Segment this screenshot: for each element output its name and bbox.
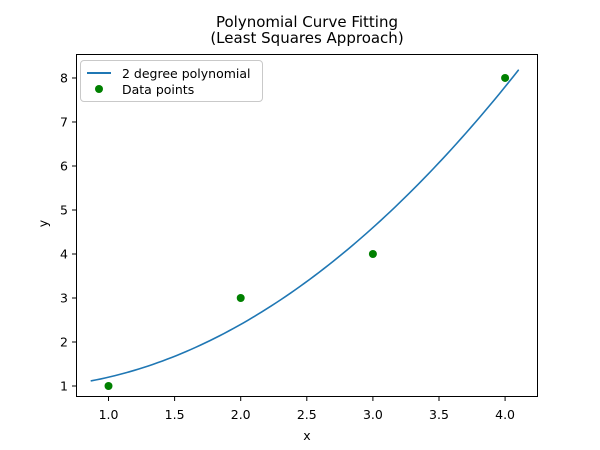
legend-label-fit-line: 2 degree polynomial [122,65,251,81]
chart-title-line1: Polynomial Curve Fitting [215,13,398,31]
y-tick-label: 5 [60,202,68,217]
y-axis-label: y [35,219,51,228]
legend-line-sample-icon [87,72,111,74]
x-tick-label: 2.0 [231,407,251,422]
data-point [368,249,377,258]
x-tick-label: 3.5 [429,407,449,422]
legend: 2 degree polynomial Data points [80,60,263,102]
legend-label-data-points: Data points [122,81,195,97]
fit-curve [90,69,520,382]
chart-title: Polynomial Curve Fitting (Least Squares … [14,14,600,46]
legend-entry-fit-line: 2 degree polynomial [87,65,256,81]
plot-frame [76,54,538,397]
x-tick-label: 4.0 [495,407,515,422]
y-tick-label: 3 [60,290,68,305]
x-axis-label: x [303,428,311,443]
legend-entry-data-points: Data points [87,81,256,97]
data-point [104,381,113,390]
y-tick-label: 4 [60,246,68,261]
x-tick-label: 3.0 [363,407,383,422]
data-point [236,293,245,302]
chart-title-line2: (Least Squares Approach) [210,29,404,47]
x-tick-label: 1.0 [99,407,119,422]
y-tick-label: 6 [60,158,68,173]
x-tick-label: 1.5 [165,407,185,422]
x-tick-label: 2.5 [297,407,317,422]
y-tick-label: 1 [60,378,68,393]
y-tick-label: 8 [60,70,68,85]
y-tick-label: 2 [60,334,68,349]
y-tick-label: 7 [60,114,68,129]
legend-dot-sample-icon [87,85,111,93]
data-point [501,73,510,82]
